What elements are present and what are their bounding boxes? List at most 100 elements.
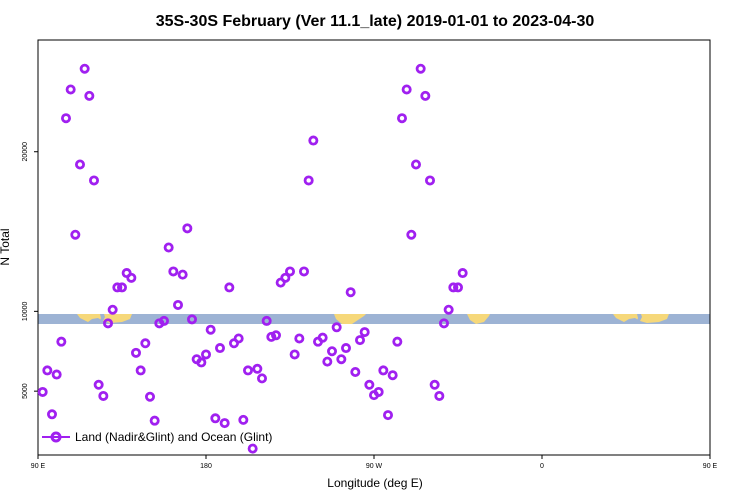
land-south-america [334,314,366,324]
data-point [56,336,67,347]
data-point [270,330,281,341]
data-point [42,365,53,376]
data-point [354,335,365,346]
land-australia-1 [77,314,132,323]
data-point [266,331,277,342]
data-point [457,268,468,279]
data-point [396,113,407,124]
data-point [336,354,347,365]
data-point [205,324,216,335]
data-point [130,347,141,358]
data-point [89,175,100,186]
data-point [434,390,445,401]
data-point [378,365,389,376]
data-point [448,282,459,293]
data-point [214,343,225,354]
data-point [252,363,263,374]
chart-title: 35S-30S February (Ver 11.1_late) 2019-01… [156,13,595,30]
x-tick-label: 90 W [366,463,383,470]
data-point [261,315,272,326]
data-point [233,333,244,344]
land-africa [467,314,490,324]
data-point [294,333,305,344]
data-point [364,379,375,390]
data-point [51,369,62,380]
data-point [317,332,328,343]
y-axis-label: N Total [0,228,12,265]
data-point [420,90,431,101]
data-point [144,391,155,402]
data-point [392,336,403,347]
data-point [298,266,309,277]
x-axis-label: Longitude (deg E) [327,476,422,490]
data-point [289,349,300,360]
data-point [410,159,421,170]
data-point [117,282,128,293]
data-point [177,269,188,280]
data-point [280,272,291,283]
data-point [373,386,384,397]
data-point [75,159,86,170]
data-point [182,223,193,234]
data-point [406,229,417,240]
data-point [200,349,211,360]
data-point [126,272,137,283]
data-point [415,63,426,74]
data-point [103,318,114,329]
data-point [331,322,342,333]
data-point [84,90,95,101]
data-point [210,413,221,424]
data-point [79,63,90,74]
data-point [196,357,207,368]
data-point [308,135,319,146]
data-point [224,282,235,293]
legend-marker [50,431,62,443]
data-point [452,282,463,293]
data-point [70,229,81,240]
y-tick-label: 10000 [22,302,29,322]
data-point [247,443,258,454]
y-tick-label: 5000 [22,383,29,399]
land-new-zealand-2 [636,314,642,323]
land-new-zealand-1 [99,314,105,323]
data-point [61,113,72,124]
x-tick-label: 90 E [31,463,46,470]
data-point [424,175,435,186]
data-point [65,84,76,95]
legend: Land (Nadir&Glint) and Ocean (Glint) [42,430,272,444]
data-point [443,304,454,315]
data-point [140,338,151,349]
data-point [284,266,295,277]
data-point [387,370,398,381]
data-point [350,366,361,377]
y-tick-label: 20000 [22,142,29,162]
data-point [359,327,370,338]
data-point [340,343,351,354]
data-point [93,379,104,390]
ocean-band [38,314,710,324]
data-point [135,365,146,376]
data-point [158,315,169,326]
x-axis: 90 E 180 90 W 0 90 E [31,455,718,470]
data-point [382,410,393,421]
data-point [429,379,440,390]
x-tick-label: 90 E [703,463,718,470]
data-point [47,409,58,420]
data-point [168,266,179,277]
data-point [219,418,230,429]
data-point [37,386,48,397]
data-point [322,356,333,367]
data-point [401,84,412,95]
data-point [98,390,109,401]
coastline-band [38,314,710,324]
data-point [149,415,160,426]
data-point [163,242,174,253]
data-point [186,314,197,325]
data-point [107,304,118,315]
data-point [438,318,449,329]
data-point [303,175,314,186]
x-tick-label: 180 [200,463,212,470]
data-point [256,373,267,384]
data-point [345,287,356,298]
